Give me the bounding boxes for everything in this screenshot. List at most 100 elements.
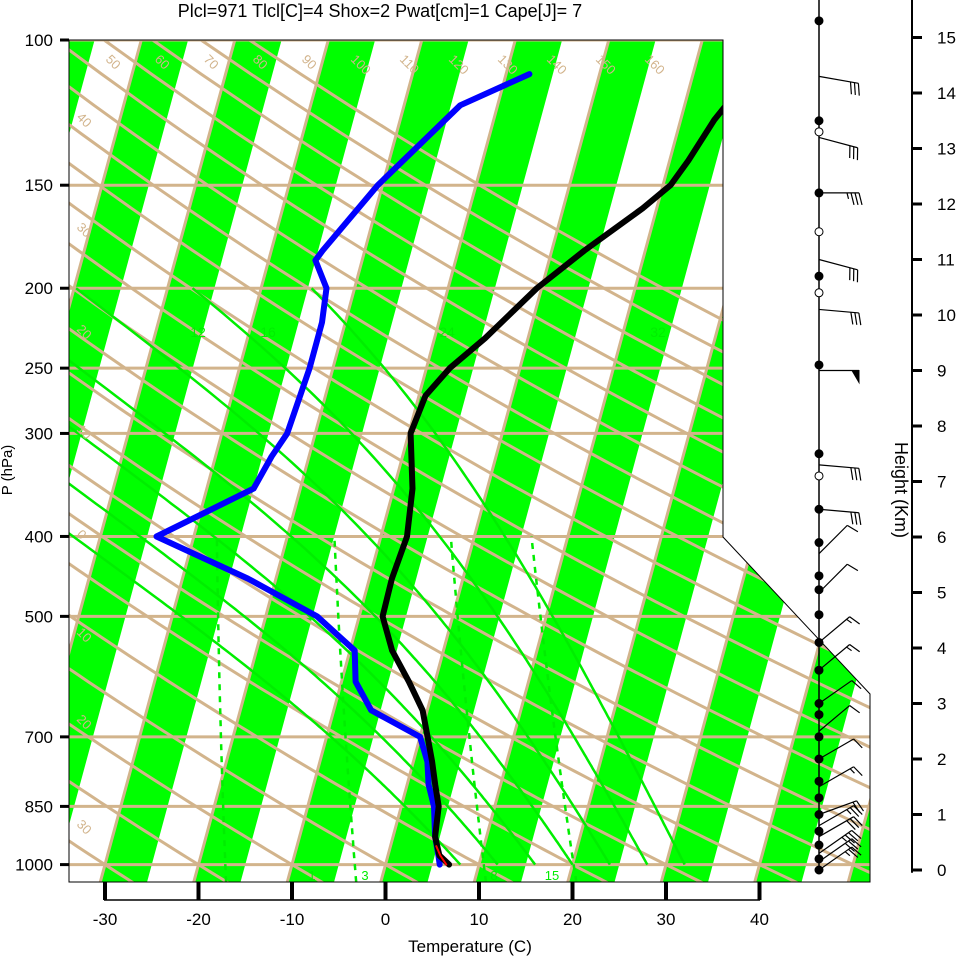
y-tick-label: 150 xyxy=(25,176,53,195)
height-marker xyxy=(814,288,824,298)
moist-adiabat-line xyxy=(310,287,686,866)
height-tick-label: 15 xyxy=(937,29,956,48)
wind-barb-column xyxy=(814,0,865,875)
isotherm-band xyxy=(752,40,870,882)
dry-adiabat-line xyxy=(69,40,870,882)
wind-barb xyxy=(818,816,863,838)
height-marker xyxy=(814,854,824,864)
dry-adiabat-line xyxy=(69,40,245,882)
dry-adiabat-line xyxy=(69,40,870,882)
height-marker xyxy=(814,227,824,237)
wind-barb xyxy=(818,508,862,526)
dry-adiabat-line xyxy=(69,40,870,882)
y-tick-label: 200 xyxy=(25,279,53,298)
isotherm-label: 10 xyxy=(729,331,756,358)
wind-barb xyxy=(818,563,859,593)
mixing-ratio-line xyxy=(333,536,358,882)
mixing-ratio-label: 3 xyxy=(361,868,368,883)
y-axis-label: P (hPa) xyxy=(0,445,16,496)
isotherm-line xyxy=(69,40,153,882)
height-marker xyxy=(814,610,824,620)
height-tick-label: 10 xyxy=(937,306,956,325)
dewpoint-line xyxy=(153,71,533,868)
plot-area: 50 60 70 80 90 100 110 120 130 140 150 160302010010… xyxy=(69,40,870,883)
wind-barb xyxy=(818,524,859,555)
isotherm-label: 0 xyxy=(725,455,745,475)
y-tick-label: 700 xyxy=(25,728,53,747)
parcel-trace xyxy=(435,845,448,866)
isotherm-band xyxy=(97,40,386,882)
height-marker xyxy=(814,127,824,137)
height-tick-label: 2 xyxy=(937,750,946,769)
height-tick-label: 3 xyxy=(937,695,946,714)
height-marker xyxy=(814,793,824,803)
sounding-traces xyxy=(153,71,754,868)
height-marker xyxy=(814,710,824,720)
height-tick-label: 13 xyxy=(937,140,956,159)
isotherm-label: 20 xyxy=(729,226,756,253)
mixing-ratio-line xyxy=(530,536,578,882)
height-tick-label: 9 xyxy=(937,362,946,381)
isotherm-band xyxy=(191,40,479,882)
isotherm-label: 30 xyxy=(74,817,95,838)
height-marker xyxy=(814,776,824,786)
height-marker xyxy=(814,449,824,459)
height-tick-label: 8 xyxy=(937,417,946,436)
isotherm-band xyxy=(69,40,292,882)
dry-adiabat-line xyxy=(99,40,870,882)
isotherm-lines xyxy=(69,40,870,882)
mixing-ratio-label: 1 xyxy=(308,868,315,883)
wind-barb xyxy=(818,136,859,161)
wind-barb xyxy=(818,308,862,326)
height-marker xyxy=(814,360,824,370)
x-axis-label: Temperature (C) xyxy=(408,937,532,956)
height-tick-label: 14 xyxy=(937,84,956,103)
height-marker xyxy=(814,826,824,836)
wind-barb xyxy=(818,829,862,854)
temperature-axis: -30 -20 -10 0 10 20 30 40 xyxy=(93,882,769,929)
dry-adiabat-lines xyxy=(69,40,870,882)
isotherm-line xyxy=(96,40,340,882)
height-tick-label: 4 xyxy=(937,639,946,658)
isotherm-band xyxy=(378,40,666,882)
dry-adiabat-line xyxy=(69,40,870,882)
moist-adiabat-line xyxy=(75,287,611,866)
y-tick-label: 300 xyxy=(25,424,53,443)
isotherm-line xyxy=(283,40,527,882)
moist-adiabat-line xyxy=(69,287,499,866)
x-tick-label: 0 xyxy=(381,910,390,929)
isotherm-line xyxy=(470,40,714,882)
wind-barb xyxy=(819,369,860,385)
wind-barb xyxy=(818,75,860,96)
dry-adiabat-label: 70 xyxy=(201,52,222,73)
y-tick-label: 100 xyxy=(25,31,53,50)
wind-barb xyxy=(818,464,862,481)
dry-adiabat-line xyxy=(69,40,723,882)
mixing-ratio-label: 15 xyxy=(545,868,559,883)
dry-adiabat-line xyxy=(69,40,870,882)
wind-barb xyxy=(818,738,863,760)
height-axis-label: Height (Km) xyxy=(891,442,911,538)
dry-adiabat-line xyxy=(69,40,818,882)
height-tick-label: 12 xyxy=(937,195,956,214)
dry-adiabat-line xyxy=(69,40,870,882)
moist-adiabat-label: 12 xyxy=(190,324,206,340)
height-marker xyxy=(814,840,824,850)
wind-barb xyxy=(818,258,859,283)
height-tick-label: 5 xyxy=(937,584,946,603)
y-tick-label: 850 xyxy=(25,797,53,816)
dry-adiabat-line xyxy=(69,40,532,882)
height-marker xyxy=(814,571,824,581)
height-marker xyxy=(814,585,824,595)
isotherm-line xyxy=(69,40,247,882)
isotherm-label: 40 xyxy=(74,110,95,131)
isotherm-label: 10 xyxy=(749,529,776,556)
wind-barb xyxy=(818,680,862,704)
dry-adiabat-line xyxy=(69,40,870,882)
dry-adiabat-line xyxy=(69,40,870,882)
mixing-ratio-lines xyxy=(215,536,578,882)
x-tick-label: 40 xyxy=(750,910,769,929)
x-tick-label: -30 xyxy=(93,910,118,929)
height-tick-label: 1 xyxy=(937,806,946,825)
temperature-line xyxy=(379,71,754,868)
